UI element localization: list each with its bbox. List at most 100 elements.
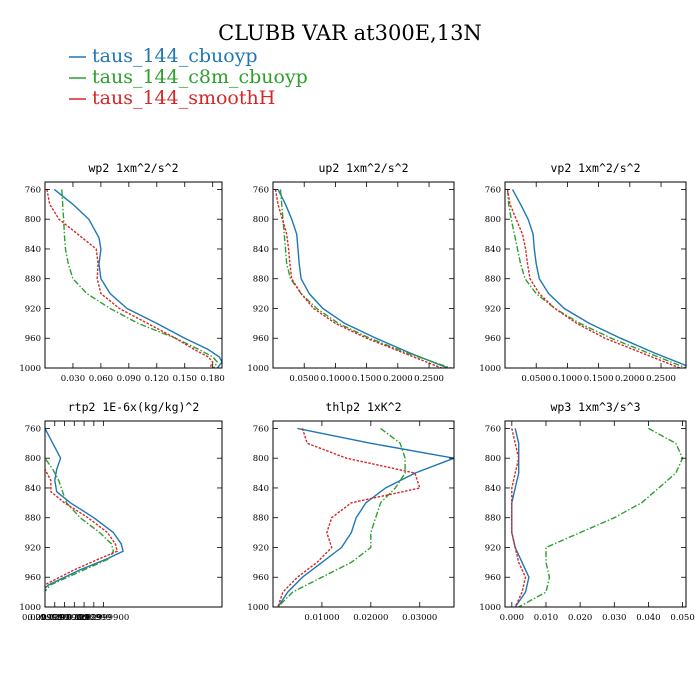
series-line-2 bbox=[277, 427, 406, 607]
y-tick-label: 840 bbox=[485, 484, 501, 494]
x-tick-label: 0.0500 bbox=[521, 374, 551, 384]
series-line-3 bbox=[274, 189, 442, 368]
x-tick-label: 0.0299900 bbox=[22, 613, 68, 623]
x-tick-label: 0.000 bbox=[500, 613, 524, 623]
series-line-1 bbox=[511, 428, 530, 607]
x-tick-label: 0.1000 bbox=[553, 374, 583, 384]
y-tick-label: 840 bbox=[25, 484, 41, 494]
y-tick-label: 880 bbox=[485, 514, 501, 524]
y-tick-label: 960 bbox=[253, 334, 269, 344]
y-tick-label: 880 bbox=[25, 275, 41, 285]
series-line-1 bbox=[53, 188, 222, 368]
y-tick-label: 760 bbox=[25, 424, 41, 434]
y-tick-label: 1000 bbox=[479, 364, 501, 374]
x-tick-label: 0.2500 bbox=[646, 374, 676, 384]
plot-frame bbox=[44, 181, 223, 369]
y-tick-label: 800 bbox=[253, 454, 269, 464]
series-line-1 bbox=[277, 427, 454, 607]
y-tick-label: 840 bbox=[485, 245, 501, 255]
panel-6: wp3 1xm^3/s^3 760 800 840 880 920 960 10000.000… bbox=[479, 400, 694, 623]
panel-title: wp2 1xm^2/s^2 bbox=[88, 161, 178, 175]
y-tick-label: 1000 bbox=[479, 603, 501, 613]
series-line-3 bbox=[506, 189, 681, 368]
x-tick-label: 0.120 bbox=[145, 374, 169, 384]
x-tick-label: 0.180 bbox=[201, 374, 225, 384]
x-tick-label: 0.050 bbox=[670, 613, 694, 623]
x-tick-label: 0.0500 bbox=[289, 374, 319, 384]
y-tick-label: 920 bbox=[253, 304, 269, 314]
panel-title: wp3 1xm^3/s^3 bbox=[550, 400, 640, 414]
y-tick-label: 840 bbox=[253, 245, 269, 255]
y-tick-label: 960 bbox=[485, 334, 501, 344]
x-tick-label: 0.030 bbox=[61, 374, 85, 384]
x-tick-label: 0.0299900 bbox=[42, 613, 88, 623]
legend: taus_144_cbuoyptaus_144_c8m_cbuoyptaus_1… bbox=[69, 45, 308, 109]
x-tick-label: 0.150 bbox=[173, 374, 197, 384]
y-tick-label: 880 bbox=[253, 514, 269, 524]
y-tick-label: 920 bbox=[485, 304, 501, 314]
y-tick-label: 760 bbox=[25, 185, 41, 195]
plot-frame bbox=[504, 181, 687, 369]
y-tick-label: 880 bbox=[485, 275, 501, 285]
series-group bbox=[45, 428, 124, 593]
panel-title: up2 1xm^2/s^2 bbox=[318, 161, 408, 175]
y-tick-label: 920 bbox=[25, 543, 41, 553]
plot-frame bbox=[272, 420, 455, 608]
y-tick-label: 1000 bbox=[247, 603, 269, 613]
legend-item: taus_144_cbuoyp bbox=[69, 45, 258, 67]
x-tick-label: 0.010 bbox=[534, 613, 558, 623]
panel-title: thlp2 1xK^2 bbox=[325, 400, 401, 414]
series-group bbox=[506, 189, 686, 368]
x-tick-label: 0.060 bbox=[89, 374, 113, 384]
x-tick-label: 0.2500 bbox=[414, 374, 444, 384]
y-tick-label: 920 bbox=[25, 304, 41, 314]
x-tick-label: 0.040 bbox=[636, 613, 660, 623]
series-group bbox=[277, 427, 454, 607]
series-line-1 bbox=[277, 189, 449, 368]
panel-title: rtp2 1E-6x(kg/kg)^2 bbox=[68, 400, 200, 414]
series-group bbox=[511, 427, 684, 607]
x-tick-label: 0.02999 bbox=[66, 613, 101, 623]
panels: wp2 1xm^2/s^2 760 800 840 880 920 960 1000 0.030… bbox=[19, 161, 694, 623]
series-group bbox=[46, 188, 222, 368]
y-tick-label: 760 bbox=[253, 185, 269, 195]
figure-title: CLUBB VAR at300E,13N bbox=[218, 21, 482, 45]
y-tick-label: 880 bbox=[25, 514, 41, 524]
series-line-2 bbox=[279, 189, 452, 368]
y-tick-label: 760 bbox=[253, 424, 269, 434]
series-line-3 bbox=[46, 189, 214, 368]
y-tick-label: 1000 bbox=[247, 364, 269, 374]
panel-4: rtp2 1E-6x(kg/kg)^2 760 800 840 880 920 960 100… bbox=[19, 400, 223, 623]
x-tick-label: 0.0299 bbox=[59, 613, 89, 623]
x-tick-label: 0.02000 bbox=[353, 613, 388, 623]
panel-1: wp2 1xm^2/s^2 760 800 840 880 920 960 1000 0.030… bbox=[19, 161, 224, 384]
series-line-2 bbox=[45, 456, 115, 593]
x-tick-label: 0.2000 bbox=[383, 374, 413, 384]
y-tick-label: 960 bbox=[25, 334, 41, 344]
y-tick-label: 800 bbox=[253, 215, 269, 225]
x-tick-label: 0.020 bbox=[568, 613, 592, 623]
x-tick-label: 0.0299 bbox=[40, 613, 70, 623]
y-tick-label: 800 bbox=[485, 454, 501, 464]
panel-2: up2 1xm^2/s^2 760 800 840 880 920 960 1000 0.050… bbox=[247, 161, 455, 384]
x-tick-label: 0.03000 bbox=[402, 613, 437, 623]
plot-frame bbox=[504, 420, 687, 608]
legend-item: taus_144_c8m_cbuoyp bbox=[69, 66, 308, 88]
y-tick-label: 880 bbox=[253, 275, 269, 285]
y-tick-label: 1000 bbox=[19, 364, 41, 374]
x-tick-label: 0.02999 bbox=[27, 613, 62, 623]
series-line-2 bbox=[518, 427, 684, 607]
plot-frame bbox=[44, 420, 223, 608]
x-tick-label: 0.1500 bbox=[584, 374, 614, 384]
series-line-2 bbox=[61, 189, 219, 368]
x-tick-label: 0.2000 bbox=[615, 374, 645, 384]
series-line-2 bbox=[506, 189, 686, 368]
y-tick-label: 960 bbox=[25, 573, 41, 583]
x-tick-label: 0.090 bbox=[117, 374, 141, 384]
x-tick-label: 0.01000 bbox=[304, 613, 339, 623]
y-tick-label: 920 bbox=[253, 543, 269, 553]
panel-5: thlp2 1xK^2 760 800 840 880 920 960 1000 0.01000… bbox=[247, 400, 455, 623]
series-line-3 bbox=[511, 428, 527, 607]
y-tick-label: 760 bbox=[485, 424, 501, 434]
y-tick-label: 760 bbox=[485, 185, 501, 195]
